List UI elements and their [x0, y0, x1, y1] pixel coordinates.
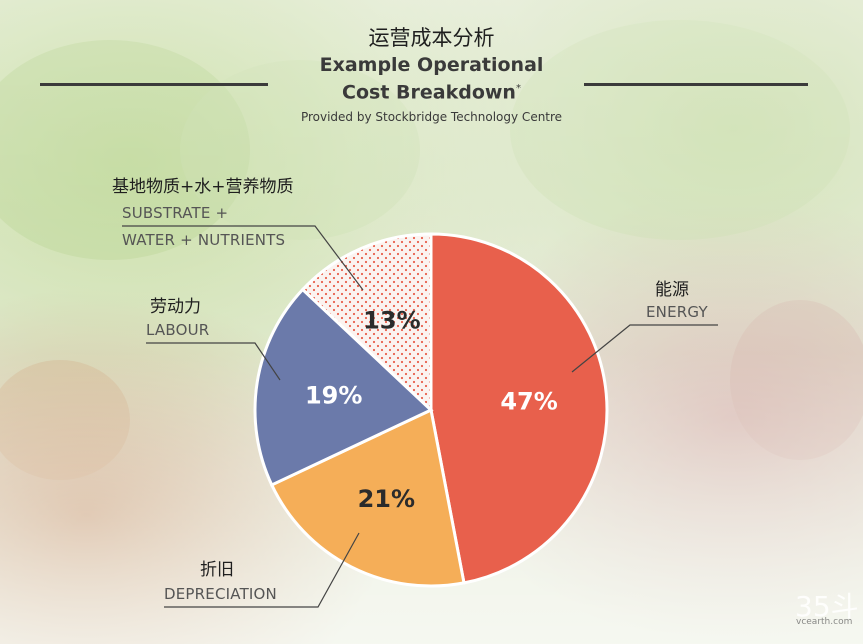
label-depreciation-cn: 折旧: [200, 560, 234, 580]
slice-substrate: [300, 232, 433, 414]
watermark-url: vcearth.com: [796, 617, 853, 627]
title-line-1: Example Operational: [319, 54, 544, 76]
slice-energy-value-label: 47%: [500, 388, 557, 416]
leader-depreciation: [164, 532, 360, 608]
slice-labour: [253, 287, 434, 487]
leader-energy: [571, 324, 718, 373]
label-substrate-en-line2: WATER + NUTRIENTS: [122, 231, 286, 249]
label-energy-cn: 能源: [655, 280, 689, 300]
slice-energy: [429, 232, 609, 585]
title-rule-left: [40, 83, 268, 86]
source-credit: Provided by Stockbridge Technology Centr…: [300, 110, 563, 124]
slice-depreciation: [269, 407, 466, 588]
label-labour-en: LABOUR: [146, 321, 210, 339]
title-line-2: Cost Breakdown: [342, 81, 516, 104]
watermark-logo: 35斗: [795, 590, 859, 623]
label-labour-cn: 劳动力: [150, 297, 201, 317]
chart-title-chinese: 运营成本分析: [368, 26, 495, 50]
slice-depreciation-value-label: 21%: [358, 485, 415, 513]
slice-substrate-value-label: 13%: [363, 307, 420, 335]
title-rule-right: [584, 83, 808, 86]
label-substrate-en-line1: SUBSTRATE +: [122, 204, 229, 222]
slice-labour-value-label: 19%: [305, 382, 362, 410]
leader-labour: [146, 342, 281, 381]
leader-substrate: [122, 225, 364, 291]
chart-title-english: Example Operational Cost Breakdown*: [0, 54, 863, 104]
label-substrate-cn: 基地物质+水+营养物质: [112, 177, 294, 197]
label-energy-en: ENERGY: [646, 303, 708, 321]
label-depreciation-en: DEPRECIATION: [164, 585, 277, 603]
title-footnote-mark: *: [515, 83, 521, 94]
